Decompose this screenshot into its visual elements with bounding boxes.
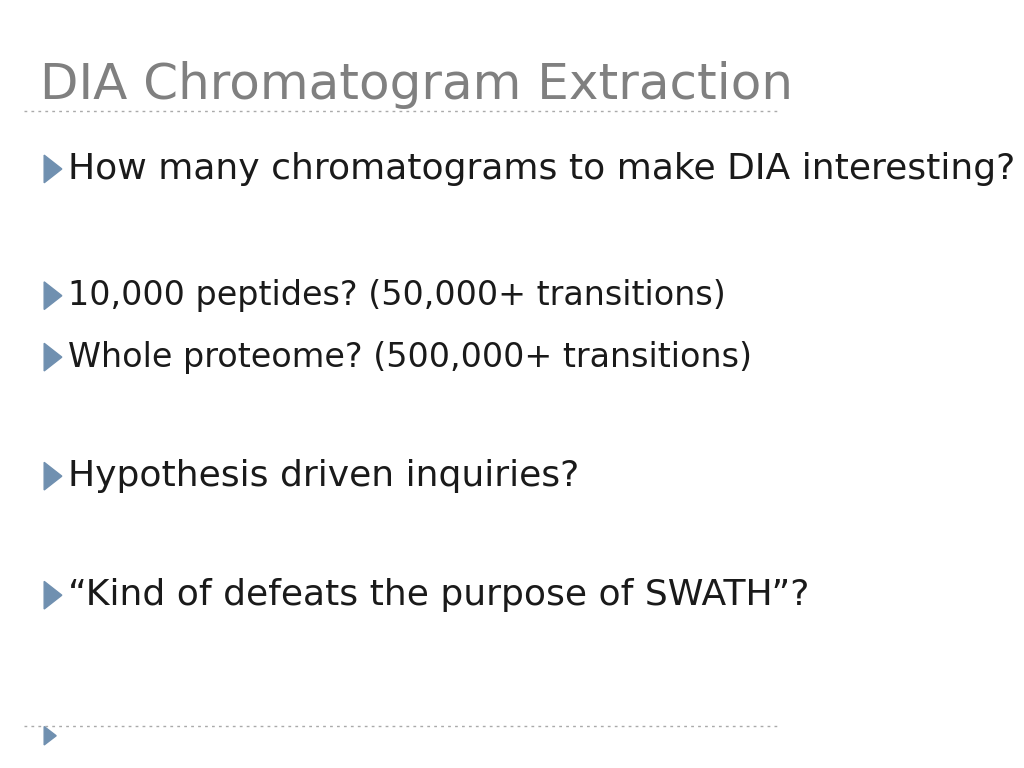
Polygon shape xyxy=(44,727,56,745)
Text: Whole proteome? (500,000+ transitions): Whole proteome? (500,000+ transitions) xyxy=(69,341,753,373)
Polygon shape xyxy=(44,155,61,183)
Text: Hypothesis driven inquiries?: Hypothesis driven inquiries? xyxy=(69,459,580,493)
Polygon shape xyxy=(44,282,61,310)
Polygon shape xyxy=(44,462,61,490)
Text: How many chromatograms to make DIA interesting?: How many chromatograms to make DIA inter… xyxy=(69,152,1016,186)
Text: 10,000 peptides? (50,000+ transitions): 10,000 peptides? (50,000+ transitions) xyxy=(69,280,726,312)
Polygon shape xyxy=(44,581,61,609)
Polygon shape xyxy=(44,343,61,371)
Text: “Kind of defeats the purpose of SWATH”?: “Kind of defeats the purpose of SWATH”? xyxy=(69,578,810,612)
Text: DIA Chromatogram Extraction: DIA Chromatogram Extraction xyxy=(40,61,794,109)
